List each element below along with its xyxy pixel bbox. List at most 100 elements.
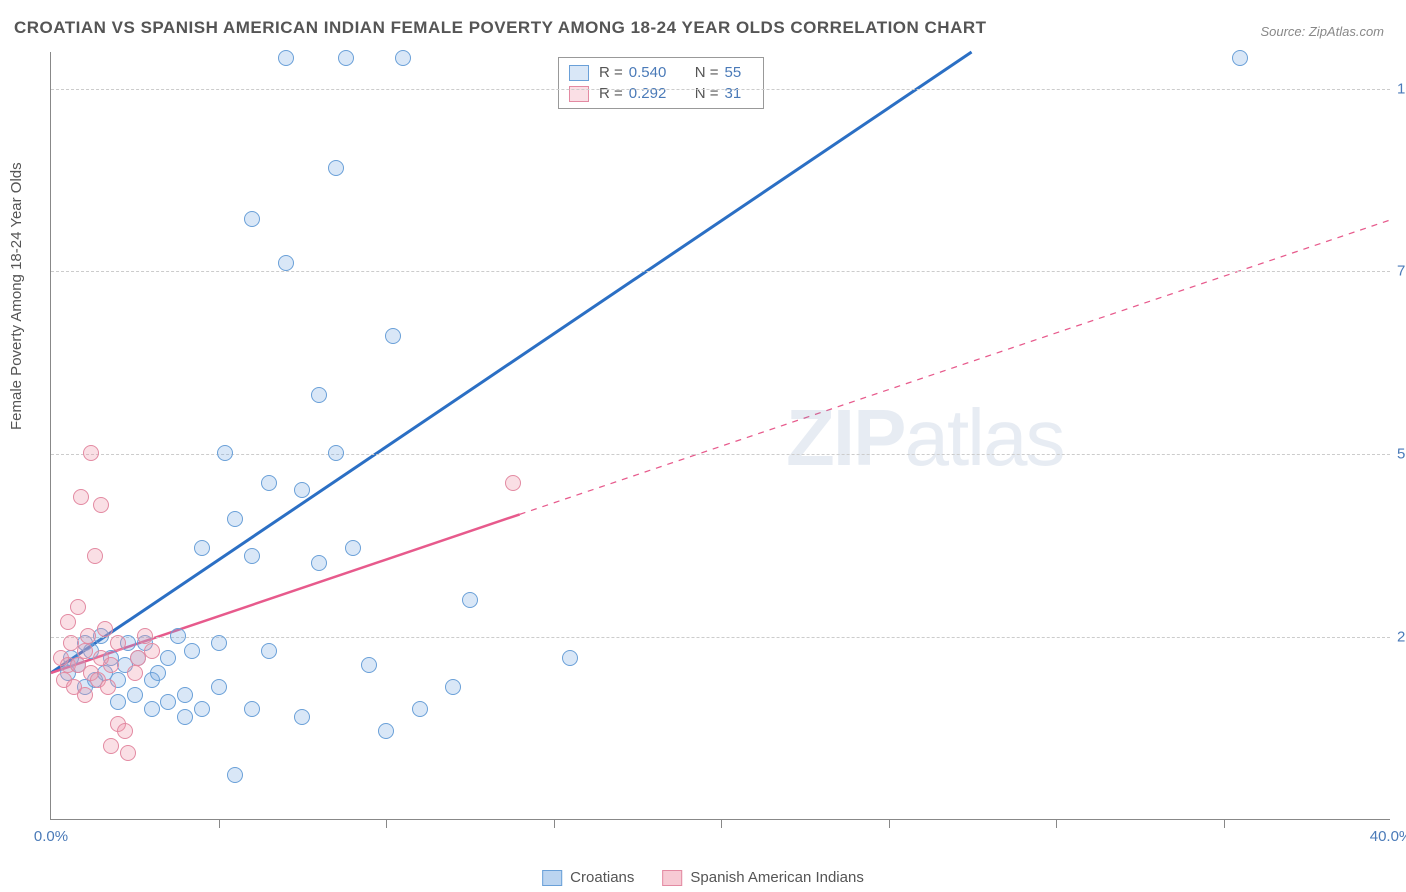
data-point xyxy=(170,628,186,644)
data-point xyxy=(127,687,143,703)
y-tick-label: 100.0% xyxy=(1397,80,1406,97)
data-point xyxy=(77,643,93,659)
legend-swatch xyxy=(569,65,589,81)
x-tick-mark xyxy=(889,820,890,828)
data-point xyxy=(244,211,260,227)
data-point xyxy=(211,635,227,651)
r-label: R = xyxy=(599,64,623,81)
data-point xyxy=(160,694,176,710)
r-value: 0.292 xyxy=(629,85,677,102)
data-point xyxy=(412,701,428,717)
y-tick-label: 50.0% xyxy=(1397,446,1406,463)
data-point xyxy=(83,445,99,461)
n-value: 31 xyxy=(725,85,753,102)
data-point xyxy=(217,445,233,461)
correlation-legend: R = 0.540 N = 55 R = 0.292 N = 31 xyxy=(558,57,764,109)
trend-line-dashed xyxy=(520,220,1390,514)
legend-row: R = 0.292 N = 31 xyxy=(569,83,753,104)
data-point xyxy=(361,657,377,673)
legend-swatch xyxy=(662,870,682,886)
x-tick-label: 40.0% xyxy=(1370,828,1406,845)
data-point xyxy=(261,643,277,659)
data-point xyxy=(445,679,461,695)
data-point xyxy=(103,738,119,754)
data-point xyxy=(93,497,109,513)
n-label: N = xyxy=(695,64,719,81)
n-value: 55 xyxy=(725,64,753,81)
data-point xyxy=(184,643,200,659)
data-point xyxy=(562,650,578,666)
gridline-h xyxy=(51,637,1390,638)
chart-container: CROATIAN VS SPANISH AMERICAN INDIAN FEMA… xyxy=(0,0,1406,892)
data-point xyxy=(144,643,160,659)
legend-swatch xyxy=(542,870,562,886)
legend-label: Spanish American Indians xyxy=(690,869,863,886)
data-point xyxy=(60,614,76,630)
data-point xyxy=(378,723,394,739)
legend-item: Spanish American Indians xyxy=(662,869,863,886)
r-label: R = xyxy=(599,85,623,102)
data-point xyxy=(194,701,210,717)
data-point xyxy=(294,482,310,498)
data-point xyxy=(120,745,136,761)
data-point xyxy=(87,548,103,564)
legend-row: R = 0.540 N = 55 xyxy=(569,62,753,83)
y-tick-label: 25.0% xyxy=(1397,629,1406,646)
x-tick-mark xyxy=(721,820,722,828)
legend-label: Croatians xyxy=(570,869,634,886)
x-tick-mark xyxy=(554,820,555,828)
data-point xyxy=(338,50,354,66)
data-point xyxy=(244,701,260,717)
data-point xyxy=(127,665,143,681)
data-point xyxy=(227,511,243,527)
data-point xyxy=(77,687,93,703)
data-point xyxy=(160,650,176,666)
data-point xyxy=(278,50,294,66)
data-point xyxy=(328,445,344,461)
data-point xyxy=(278,255,294,271)
gridline-h xyxy=(51,89,1390,90)
y-axis-label: Female Poverty Among 18-24 Year Olds xyxy=(8,162,25,430)
data-point xyxy=(100,679,116,695)
n-label: N = xyxy=(695,85,719,102)
r-value: 0.540 xyxy=(629,64,677,81)
data-point xyxy=(211,679,227,695)
data-point xyxy=(328,160,344,176)
data-point xyxy=(311,387,327,403)
data-point xyxy=(80,628,96,644)
source-label: Source: ZipAtlas.com xyxy=(1260,24,1384,39)
gridline-h xyxy=(51,454,1390,455)
gridline-h xyxy=(51,271,1390,272)
data-point xyxy=(311,555,327,571)
data-point xyxy=(137,628,153,644)
x-tick-mark xyxy=(219,820,220,828)
data-point xyxy=(144,701,160,717)
chart-title: CROATIAN VS SPANISH AMERICAN INDIAN FEMA… xyxy=(14,18,987,38)
data-point xyxy=(294,709,310,725)
y-tick-label: 75.0% xyxy=(1397,263,1406,280)
data-point xyxy=(385,328,401,344)
data-point xyxy=(227,767,243,783)
data-point xyxy=(70,599,86,615)
x-tick-mark xyxy=(386,820,387,828)
data-point xyxy=(395,50,411,66)
data-point xyxy=(177,709,193,725)
data-point xyxy=(110,635,126,651)
data-point xyxy=(110,694,126,710)
data-point xyxy=(462,592,478,608)
data-point xyxy=(177,687,193,703)
data-point xyxy=(1232,50,1248,66)
data-point xyxy=(97,621,113,637)
data-point xyxy=(261,475,277,491)
data-point xyxy=(117,723,133,739)
x-tick-label: 0.0% xyxy=(34,828,68,845)
data-point xyxy=(150,665,166,681)
data-point xyxy=(194,540,210,556)
x-tick-mark xyxy=(1056,820,1057,828)
data-point xyxy=(345,540,361,556)
legend-item: Croatians xyxy=(542,869,634,886)
data-point xyxy=(73,489,89,505)
trend-line xyxy=(51,52,972,673)
data-point xyxy=(244,548,260,564)
plot-area: ZIPatlas R =0.540N =55R =0.292N =31 25.0… xyxy=(50,52,1390,820)
